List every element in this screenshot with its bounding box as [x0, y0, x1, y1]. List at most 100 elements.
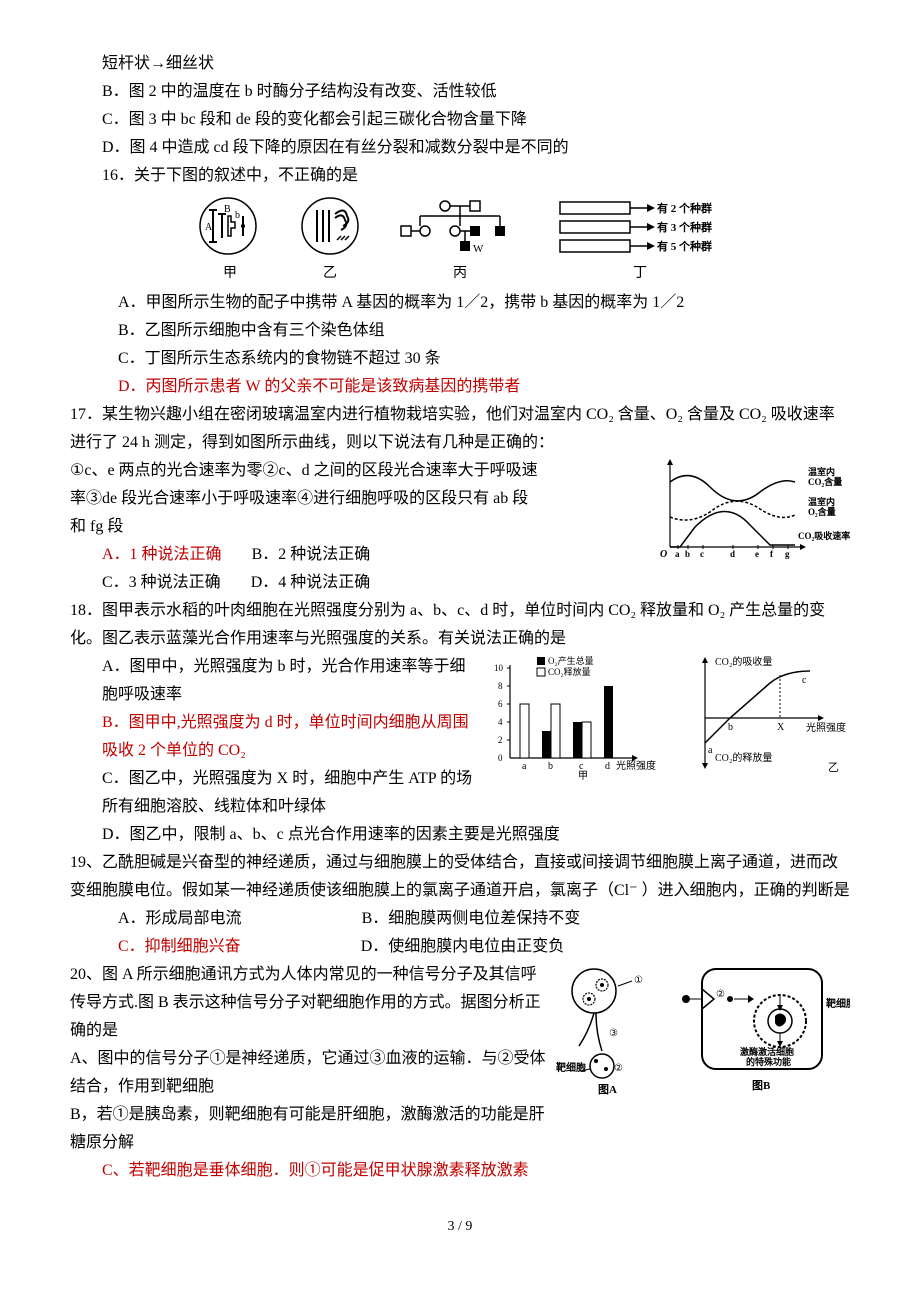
svg-text:CO₂的吸收量: CO₂的吸收量 — [715, 655, 772, 668]
q20-row: 20、图 A 所示细胞通讯方式为人体内常见的一种信号分子及其信呼传导方式.图 B… — [70, 961, 850, 1157]
top-line-2: C．图 3 中 bc 段和 de 段的变化都会引起三碳化合物含量下降 — [70, 106, 850, 134]
q16-fig-yi — [295, 196, 365, 260]
svg-text:c: c — [802, 675, 807, 686]
svg-text:8: 8 — [498, 681, 503, 691]
q17-line-0: ①c、e 两点的光合速率为零②c、d 之间的区段光合速率大于呼吸速 — [70, 457, 640, 485]
svg-text:d: d — [730, 549, 735, 559]
svg-text:CO₂的释放量: CO₂的释放量 — [715, 751, 772, 764]
q18-row: A．图甲中，光照强度为 b 时，光合作用速率等于细胞呼吸速率 B．图甲中,光照强… — [70, 653, 850, 821]
svg-text:g: g — [785, 549, 790, 559]
q17-row: ①c、e 两点的光合速率为零②c、d 之间的区段光合速率大于呼吸速 率③de 段… — [70, 457, 850, 597]
svg-text:②: ② — [716, 989, 725, 1000]
q16-stem: 16．关于下图的叙述中，不正确的是 — [70, 162, 850, 190]
q19-opt-d: D．使细胞膜内电位由正变负 — [361, 933, 565, 961]
q16-opt-a: A．甲图所示生物的配子中携带 A 基因的概率为 1／2，携带 b 基因的概率为 … — [70, 289, 850, 317]
q16-fig-jia: A B b — [195, 196, 265, 260]
q18-opt-b: B．图甲中,光照强度为 d 时，单位时间内细胞从周围吸收 2 个单位的 CO₂ — [70, 709, 474, 765]
q16-opt-d: D．丙图所示患者 W 的父亲不可能是该致病基因的携带者 — [70, 373, 850, 401]
q18-opt-a: A．图甲中，光照强度为 b 时，光合作用速率等于细胞呼吸速率 — [70, 653, 474, 709]
q16-lbl-yi: 乙 — [323, 262, 337, 287]
svg-text:乙: 乙 — [828, 761, 839, 774]
svg-text:W: W — [473, 243, 484, 255]
svg-text:有 2 个种群: 有 2 个种群 — [657, 201, 712, 215]
q16-figures: A B b 甲 乙 — [70, 196, 850, 287]
q16-lbl-jia: 甲 — [223, 262, 237, 287]
q16-lbl-ding: 丁 — [633, 262, 647, 287]
svg-text:c: c — [700, 549, 704, 559]
svg-text:O₂含量: O₂含量 — [808, 506, 836, 517]
q16-opt-b: B．乙图所示细胞中含有三个染色体组 — [70, 317, 850, 345]
svg-text:CO₂释放量: CO₂释放量 — [548, 666, 591, 677]
q17-figure: 温室内 CO₂含量 温室内 O₂含量 CO₂吸收速率 O a b c d e f… — [650, 457, 850, 567]
svg-text:a: a — [522, 761, 527, 772]
q18-opt-c: C．图乙中，光照强度为 X 时，细胞中产生 ATP 的场所有细胞溶胶、线粒体和叶… — [70, 765, 474, 821]
q17-stem: 17．某生物兴趣小组在密闭玻璃温室内进行植物栽培实验，他们对温室内 CO₂ 含量… — [70, 401, 850, 457]
svg-text:①: ① — [634, 975, 643, 986]
svg-text:O₂产生总量: O₂产生总量 — [548, 655, 594, 666]
svg-text:2: 2 — [498, 735, 503, 745]
q17-line-2: 和 fg 段 — [70, 513, 640, 541]
svg-text:甲: 甲 — [578, 771, 588, 782]
svg-text:10: 10 — [494, 663, 504, 673]
q20-line-1: B，若①是胰岛素，则靶细胞有可能是肝细胞，激酶激活的功能是肝糖原分解 — [70, 1101, 546, 1157]
svg-text:b: b — [235, 210, 240, 221]
top-line-0: 短杆状→细丝状 — [70, 50, 850, 78]
svg-text:f: f — [770, 549, 774, 559]
svg-text:的特殊功能: 的特殊功能 — [746, 1056, 791, 1067]
q17-line-1: 率③de 段光合速率小于呼吸速率④进行细胞呼吸的区段只有 ab 段 — [70, 485, 640, 513]
svg-text:温室内: 温室内 — [808, 466, 835, 477]
svg-text:CO₂含量: CO₂含量 — [808, 476, 842, 487]
svg-text:6: 6 — [498, 699, 503, 709]
svg-text:b: b — [548, 761, 553, 772]
q17-opt-b: B．2 种说法正确 — [252, 541, 371, 569]
svg-text:图B: 图B — [752, 1079, 771, 1092]
q16-lbl-bing: 丙 — [453, 262, 467, 287]
svg-text:A: A — [205, 222, 213, 233]
svg-text:靶细胞: 靶细胞 — [556, 1061, 586, 1074]
svg-text:③: ③ — [609, 1028, 618, 1039]
svg-text:温室内: 温室内 — [808, 496, 835, 507]
q19-opt-a: A．形成局部电流 — [118, 905, 242, 933]
q18-opt-d: D．图乙中，限制 a、b、c 点光合作用速率的因素主要是光照强度 — [70, 821, 850, 849]
q20-stem: 20、图 A 所示细胞通讯方式为人体内常见的一种信号分子及其信呼传导方式.图 B… — [70, 961, 546, 1045]
svg-text:B: B — [224, 204, 231, 215]
q18-chart-jia: 0 2 4 6 8 10 a b c d 光照强度 甲 — [482, 653, 672, 783]
q19-stem: 19、乙酰胆碱是兴奋型的神经递质，通过与细胞膜上的受体结合，直接或间接调节细胞膜… — [70, 849, 850, 905]
top-line-1: B．图 2 中的温度在 b 时酶分子结构没有改变、活性较低 — [70, 78, 850, 106]
q20-fig-a: ① ③ 靶细胞 ② 图A — [554, 961, 674, 1096]
q16-fig-ding: 有 2 个种群 有 3 个种群 有 5 个种群 — [555, 196, 725, 260]
q18-stem: 18．图甲表示水稻的叶肉细胞在光照强度分别为 a、b、c、d 时，单位时间内 C… — [70, 597, 850, 653]
svg-text:有 5 个种群: 有 5 个种群 — [657, 239, 712, 253]
svg-text:光照强度: 光照强度 — [616, 759, 656, 772]
svg-text:光照强度: 光照强度 — [806, 721, 846, 734]
svg-text:e: e — [755, 549, 759, 559]
svg-text:X: X — [777, 722, 785, 733]
svg-text:图A: 图A — [598, 1083, 617, 1096]
svg-text:d: d — [605, 761, 610, 772]
svg-text:有 3 个种群: 有 3 个种群 — [657, 220, 712, 234]
svg-text:CO₂吸收速率: CO₂吸收速率 — [798, 530, 850, 541]
q16-fig-bing: W — [395, 196, 525, 260]
q20-fig-b: ② 激酶激活细胞 的特殊功能 靶细胞 图B — [680, 961, 850, 1096]
svg-text:a: a — [708, 745, 713, 756]
q17-opt-c: C．3 种说法正确 — [102, 569, 221, 597]
svg-text:O: O — [660, 549, 667, 560]
q20-line-0: A、图中的信号分子①是神经递质，它通过③血液的运输．与②受体结合，作用到靶细胞 — [70, 1045, 546, 1101]
svg-text:激酶激活细胞: 激酶激活细胞 — [740, 1046, 794, 1057]
svg-text:4: 4 — [498, 717, 503, 727]
q17-opt-d: D．4 种说法正确 — [251, 569, 371, 597]
q16-opt-c: C．丁图所示生态系统内的食物链不超过 30 条 — [70, 345, 850, 373]
svg-text:b: b — [728, 722, 733, 733]
svg-text:0: 0 — [498, 753, 503, 763]
q19-opt-b: B．细胞膜两侧电位差保持不变 — [362, 905, 581, 933]
q17-opt-a: A．1 种说法正确 — [102, 541, 222, 569]
q20-line-2: C、若靶细胞是垂体细胞．则①可能是促甲状腺激素释放激素 — [70, 1157, 850, 1185]
svg-text:b: b — [685, 549, 690, 559]
q19-opt-c: C．抑制细胞兴奋 — [118, 933, 241, 961]
svg-text:a: a — [675, 549, 680, 559]
svg-text:靶细胞: 靶细胞 — [826, 997, 850, 1010]
page-footer: 3 / 9 — [70, 1215, 850, 1240]
top-line-3: D．图 4 中造成 cd 段下降的原因在有丝分裂和减数分裂中是不同的 — [70, 134, 850, 162]
q18-chart-yi: CO₂的吸收量 CO₂的释放量 光照强度 a b c X 乙 — [680, 653, 850, 783]
svg-text:②: ② — [614, 1063, 623, 1074]
